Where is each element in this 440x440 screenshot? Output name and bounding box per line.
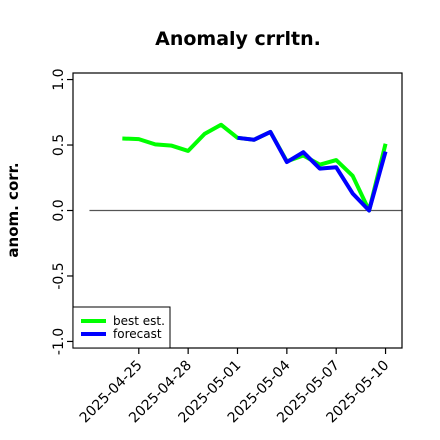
y-tick-label: 0.0 (51, 199, 67, 221)
y-tick-label: -1.0 (51, 328, 67, 355)
legend: best est.forecast (72, 306, 171, 349)
legend-label: forecast (113, 327, 162, 341)
y-tick-label: 1.0 (51, 68, 67, 90)
plot-area: -1.0-0.50.00.51.02025-04-252025-04-28202… (51, 68, 403, 426)
y-tick-label: -0.5 (51, 262, 67, 289)
legend-box (72, 306, 171, 349)
series-line-forecast (237, 129, 388, 213)
y-axis-label: anom. corr. (4, 162, 22, 257)
legend-label: best est. (113, 314, 165, 328)
y-tick-label: 0.5 (51, 134, 67, 156)
chart-title: Anomaly crrltn. (155, 28, 321, 50)
